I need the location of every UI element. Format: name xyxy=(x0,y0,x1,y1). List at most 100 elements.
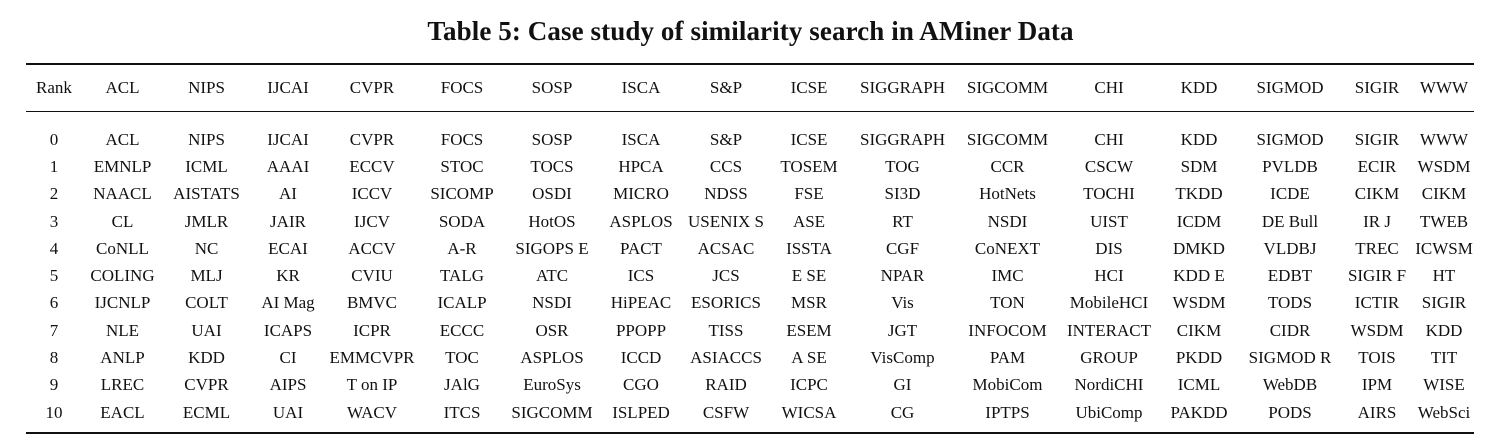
venue-cell: COLING xyxy=(90,266,155,286)
venue-cell: AIRS xyxy=(1357,402,1397,422)
column-header: KDD xyxy=(1180,78,1218,97)
rank-cell: 3 xyxy=(49,211,59,231)
venue-cell: TWEB xyxy=(1419,211,1469,231)
venue-cell: WWW xyxy=(1419,129,1469,149)
venue-cell: SIGMOD xyxy=(1256,129,1324,149)
venue-cell: DE Bull xyxy=(1261,211,1319,231)
venue-cell: CIKM xyxy=(1176,320,1222,340)
venue-cell: PODS xyxy=(1268,402,1312,422)
venue-cell: PACT xyxy=(620,238,662,258)
table-row: 5 COLING MLJ KR CVIU TALG ATC ICS JCS E SE NPAR IMC… xyxy=(26,262,1474,289)
venue-cell: CSCW xyxy=(1084,156,1134,176)
venue-cell: NIPS xyxy=(188,129,225,149)
venue-cell: NAACL xyxy=(93,184,152,204)
venue-cell: ESEM xyxy=(786,320,832,340)
venue-cell: Vis xyxy=(891,293,914,313)
venue-cell: CHI xyxy=(1094,129,1124,149)
venue-cell: ACCV xyxy=(348,238,396,258)
venue-cell: ITCS xyxy=(443,402,481,422)
venue-cell: MLJ xyxy=(190,266,223,286)
column-header: FOCS xyxy=(440,78,484,97)
venue-cell: FSE xyxy=(794,184,824,204)
table-row: 7 NLE UAI ICAPS ICPR ECCC OSR PPOPP TISS ESEM JGT I… xyxy=(26,317,1474,344)
venue-cell: EMNLP xyxy=(93,156,152,176)
venue-cell: A-R xyxy=(447,238,477,258)
table-row: 1 EMNLP ICML AAAI ECCV STOC TOCS HPCA CCS TOSEM TO… xyxy=(26,153,1474,180)
venue-cell: T on IP xyxy=(346,375,398,395)
venue-cell: ICDE xyxy=(1270,184,1310,204)
venue-cell: HT xyxy=(1432,266,1456,286)
venue-cell: NLE xyxy=(105,320,140,340)
venue-cell: HotNets xyxy=(979,184,1036,204)
column-header: SIGIR xyxy=(1354,78,1400,97)
venue-cell: PKDD xyxy=(1175,348,1223,368)
rank-cell: 1 xyxy=(49,156,59,176)
venue-cell: HCI xyxy=(1094,266,1124,286)
venue-cell: KDD xyxy=(188,348,225,368)
venue-cell: MobiCom xyxy=(972,375,1043,395)
venue-cell: RAID xyxy=(705,375,747,395)
column-header: ISCA xyxy=(621,78,661,97)
similarity-table: Rank ACL NIPS IJCAI CVPR FOCS SOSP ISCA S&P ICSE S… xyxy=(26,63,1474,434)
venue-cell: TALG xyxy=(440,266,484,286)
column-header: SIGGRAPH xyxy=(859,78,946,97)
venue-cell: CGO xyxy=(623,375,659,395)
venue-cell: CCR xyxy=(990,156,1025,176)
venue-cell: MSR xyxy=(791,293,827,313)
venue-cell: ICML xyxy=(185,156,228,176)
venue-cell: NSDI xyxy=(987,211,1028,231)
rank-cell: 8 xyxy=(49,348,59,368)
venue-cell: TREC xyxy=(1355,238,1399,258)
venue-cell: ASE xyxy=(792,211,826,231)
venue-cell: CVPR xyxy=(349,129,395,149)
table-row: 8 ANLP KDD CI EMMCVPR TOC ASPLOS ICCD ASIACCS A S… xyxy=(26,344,1474,371)
venue-cell: TOIS xyxy=(1358,348,1396,368)
venue-cell: KR xyxy=(276,266,300,286)
venue-cell: TISS xyxy=(708,320,744,340)
venue-cell: MICRO xyxy=(613,184,669,204)
venue-cell: NPAR xyxy=(880,266,925,286)
venue-cell: OSR xyxy=(535,320,569,340)
venue-cell: ASIACCS xyxy=(690,348,762,368)
venue-cell: ICDM xyxy=(1176,211,1222,231)
venue-cell: WISE xyxy=(1423,375,1465,395)
venue-cell: ASPLOS xyxy=(520,348,584,368)
venue-cell: SIGMOD R xyxy=(1248,348,1332,368)
venue-cell: TOG xyxy=(885,156,920,176)
venue-cell: DIS xyxy=(1095,238,1123,258)
venue-cell: UAI xyxy=(272,402,304,422)
venue-cell: JAlG xyxy=(444,375,480,395)
venue-cell: AAAI xyxy=(266,156,310,176)
column-header: Rank xyxy=(36,78,72,97)
venue-cell: ECCV xyxy=(349,156,395,176)
venue-cell: OSDI xyxy=(532,184,572,204)
venue-cell: SIGCOMM xyxy=(511,402,593,422)
venue-cell: TON xyxy=(990,293,1025,313)
venue-cell: ICML xyxy=(1177,375,1221,395)
venue-cell: UAI xyxy=(191,320,222,340)
venue-cell: ICAPS xyxy=(263,320,313,340)
venue-cell: EMMCVPR xyxy=(329,348,415,368)
venue-cell: VisComp xyxy=(870,348,935,368)
venue-cell: ICALP xyxy=(437,293,487,313)
venue-cell: UIST xyxy=(1090,211,1128,231)
table-row: 0 ACL NIPS IJCAI CVPR FOCS SOSP ISCA S&P ICSE SIGG… xyxy=(26,112,1474,154)
venue-cell: SIGIR xyxy=(1354,129,1400,149)
venue-cell: EuroSys xyxy=(523,375,581,395)
venue-cell: GI xyxy=(893,375,912,395)
venue-cell: SI3D xyxy=(884,184,921,204)
venue-cell: SIGIR F xyxy=(1347,266,1407,286)
venue-cell: IPM xyxy=(1361,375,1393,395)
venue-cell: AIPS xyxy=(269,375,307,395)
venue-cell: TKDD xyxy=(1175,184,1223,204)
venue-cell: HPCA xyxy=(618,156,664,176)
venue-cell: ISCA xyxy=(621,129,661,149)
venue-cell: IMC xyxy=(991,266,1024,286)
column-header: S&P xyxy=(709,78,743,97)
table-row: 3 CL JMLR JAIR IJCV SODA HotOS ASPLOS USENIX S AS… xyxy=(26,208,1474,235)
venue-cell: SOSP xyxy=(531,129,573,149)
column-header: ICSE xyxy=(790,78,828,97)
venue-cell: ICTIR xyxy=(1354,293,1400,313)
venue-cell: UbiComp xyxy=(1075,402,1143,422)
